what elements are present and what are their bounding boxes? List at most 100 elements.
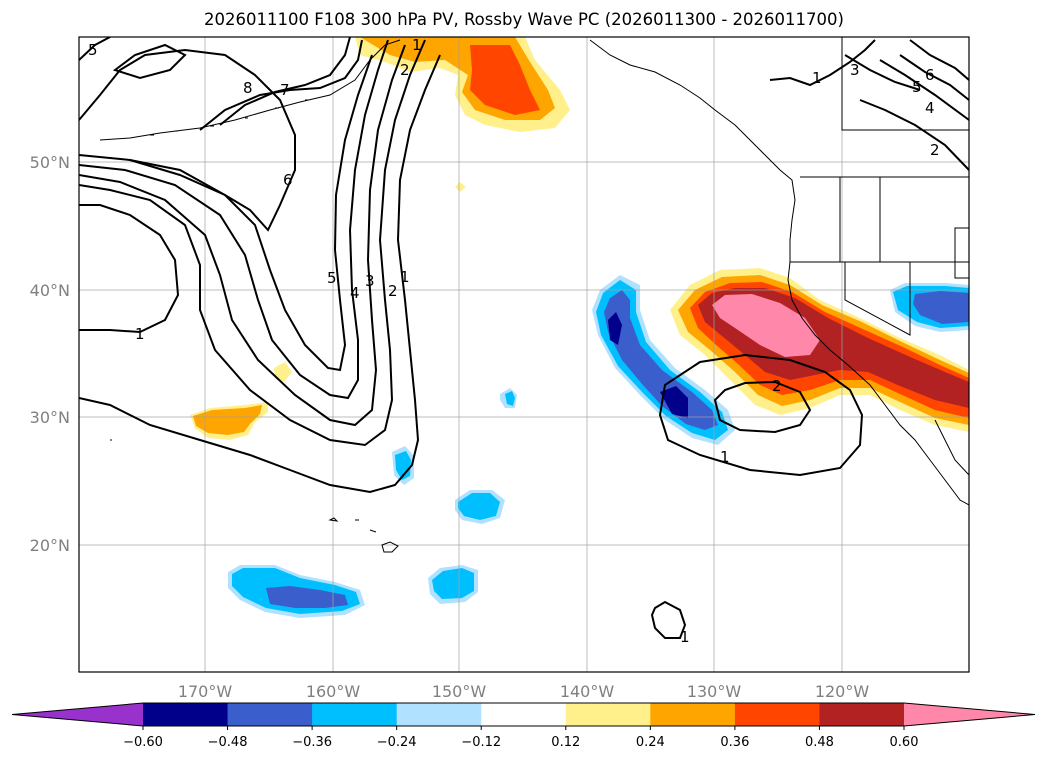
contour-label: 2 bbox=[400, 61, 410, 79]
contour-label: 1 bbox=[680, 628, 690, 646]
contour-ne-5 bbox=[899, 54, 969, 101]
colorbar-extend-low bbox=[12, 703, 143, 726]
colorbar-tick-label: −0.48 bbox=[208, 735, 248, 750]
graticule bbox=[79, 37, 969, 672]
lon-label-120w: 120°W bbox=[815, 682, 870, 701]
baja-inner bbox=[934, 419, 969, 476]
contour-top-loop bbox=[112, 43, 187, 80]
colorbar-segment bbox=[312, 703, 398, 726]
longitude-labels: 170°W 160°W 150°W 140°W 130°W 120°W bbox=[178, 682, 870, 701]
colorbar-tick-label: 0.36 bbox=[720, 735, 749, 750]
contour-label: 1 bbox=[412, 36, 422, 54]
contour-trough-3 bbox=[79, 44, 406, 427]
map-title: 2026011100 F108 300 hPa PV, Rossby Wave … bbox=[204, 10, 844, 29]
contour-label: 1 bbox=[720, 448, 730, 466]
aleutian-dots bbox=[150, 99, 308, 136]
alaska-coast bbox=[99, 39, 401, 141]
negative-anomaly-south-3 bbox=[266, 586, 348, 608]
state-borders bbox=[790, 37, 969, 336]
contour-trough-2 bbox=[79, 39, 426, 447]
lon-label-130w: 130°W bbox=[687, 682, 742, 701]
positive-anomaly-westcoast-peak bbox=[712, 294, 820, 357]
map-frame bbox=[78, 36, 970, 673]
negative-anomaly-blob-2b bbox=[505, 391, 515, 406]
colorbar-tick-label: −0.60 bbox=[123, 735, 163, 750]
colorbar-segment bbox=[481, 703, 567, 726]
shaded-anomalies bbox=[190, 37, 969, 618]
contour-1-west bbox=[79, 204, 180, 334]
contour-label: 2 bbox=[930, 141, 940, 159]
lat-label-40n: 40°N bbox=[30, 281, 70, 300]
negative-anomaly-crescent-3 bbox=[604, 290, 718, 430]
contour-ne-1 bbox=[769, 39, 876, 87]
lat-label-50n: 50°N bbox=[30, 153, 70, 172]
colorbar-extend-high bbox=[904, 703, 1035, 726]
contour-label: 1 bbox=[400, 268, 410, 286]
positive-anomaly-tiny-2 bbox=[455, 182, 466, 192]
lon-label-140w: 140°W bbox=[560, 682, 615, 701]
hawaii bbox=[328, 517, 399, 553]
negative-anomaly-blob-1b bbox=[395, 451, 411, 480]
contour-7 bbox=[199, 39, 363, 131]
contour-ne-4 bbox=[879, 59, 969, 121]
contour-trough-4 bbox=[79, 39, 389, 400]
latitude-labels: 50°N 40°N 30°N 20°N bbox=[30, 153, 70, 555]
bc-coast bbox=[589, 39, 796, 262]
colorbar-segment bbox=[227, 703, 313, 726]
contour-small-loop bbox=[650, 600, 687, 639]
contour-label: 3 bbox=[365, 272, 375, 290]
contour-label: 3 bbox=[850, 61, 860, 79]
colorbar-tick-label: −0.24 bbox=[377, 735, 417, 750]
contour-label: 4 bbox=[925, 99, 935, 117]
contour-trough-1 bbox=[79, 54, 441, 494]
contour-cutoff-1 bbox=[658, 353, 864, 477]
contour-5-top bbox=[79, 37, 111, 61]
lat-label-20n: 20°N bbox=[30, 536, 70, 555]
contour-label: 6 bbox=[925, 66, 935, 84]
contour-ne-3 bbox=[844, 54, 921, 91]
colorbar-segment bbox=[650, 703, 736, 726]
lat-label-30n: 30°N bbox=[30, 408, 70, 427]
positive-anomaly-alaska-peak bbox=[470, 45, 540, 115]
colorbar-tick-label: 0.60 bbox=[890, 735, 919, 750]
contour-label: 2 bbox=[772, 377, 782, 395]
contour-ne-2 bbox=[859, 99, 969, 171]
negative-anomaly-blob-4b bbox=[432, 568, 474, 599]
contour-label: 6 bbox=[283, 171, 293, 189]
colorbar-tick-label: 0.24 bbox=[636, 735, 665, 750]
contour-label: 5 bbox=[912, 78, 922, 96]
colorbar-segment bbox=[734, 703, 820, 726]
lon-label-160w: 160°W bbox=[306, 682, 361, 701]
contour-cutoff-2 bbox=[713, 380, 812, 434]
colorbar-tick-label: −0.12 bbox=[461, 735, 501, 750]
california-coast bbox=[787, 261, 969, 506]
map-panel: 5 8 7 6 1 2 3 4 5 1 1 2 3 4 5 6 2 1 2 1 … bbox=[79, 36, 969, 672]
contour-label: 1 bbox=[812, 69, 822, 87]
colorbar-tick-label: −0.36 bbox=[292, 735, 332, 750]
contour-ne-6 bbox=[909, 39, 969, 81]
colorbar-segment bbox=[143, 703, 229, 726]
contour-label: 2 bbox=[388, 282, 398, 300]
contour-6 bbox=[79, 48, 296, 232]
colorbar-segment bbox=[396, 703, 482, 726]
colorbar-tick-label: 0.48 bbox=[805, 735, 834, 750]
contour-8 bbox=[219, 37, 351, 126]
contour-label: 1 bbox=[135, 325, 145, 343]
contour-label: 5 bbox=[327, 269, 337, 287]
positive-anomaly-west-small-2 bbox=[193, 405, 262, 435]
colorbar-tick-label: 0.12 bbox=[551, 735, 580, 750]
contour-trough-5 bbox=[79, 54, 373, 372]
coastlines bbox=[99, 37, 969, 553]
contour-label: 4 bbox=[350, 284, 360, 302]
colorbar-segment bbox=[819, 703, 905, 726]
contour-label: 8 bbox=[243, 79, 253, 97]
pv-contours bbox=[79, 37, 969, 639]
contour-label: 5 bbox=[88, 41, 98, 59]
negative-anomaly-east-3 bbox=[913, 291, 969, 324]
contour-label-layer: 5 8 7 6 1 2 3 4 5 1 1 2 3 4 5 6 2 1 2 1 … bbox=[88, 36, 940, 646]
lon-label-150w: 150°W bbox=[432, 682, 487, 701]
lon-label-170w: 170°W bbox=[178, 682, 233, 701]
colorbar-segment bbox=[565, 703, 651, 726]
positive-anomaly-tiny-1 bbox=[274, 362, 292, 382]
